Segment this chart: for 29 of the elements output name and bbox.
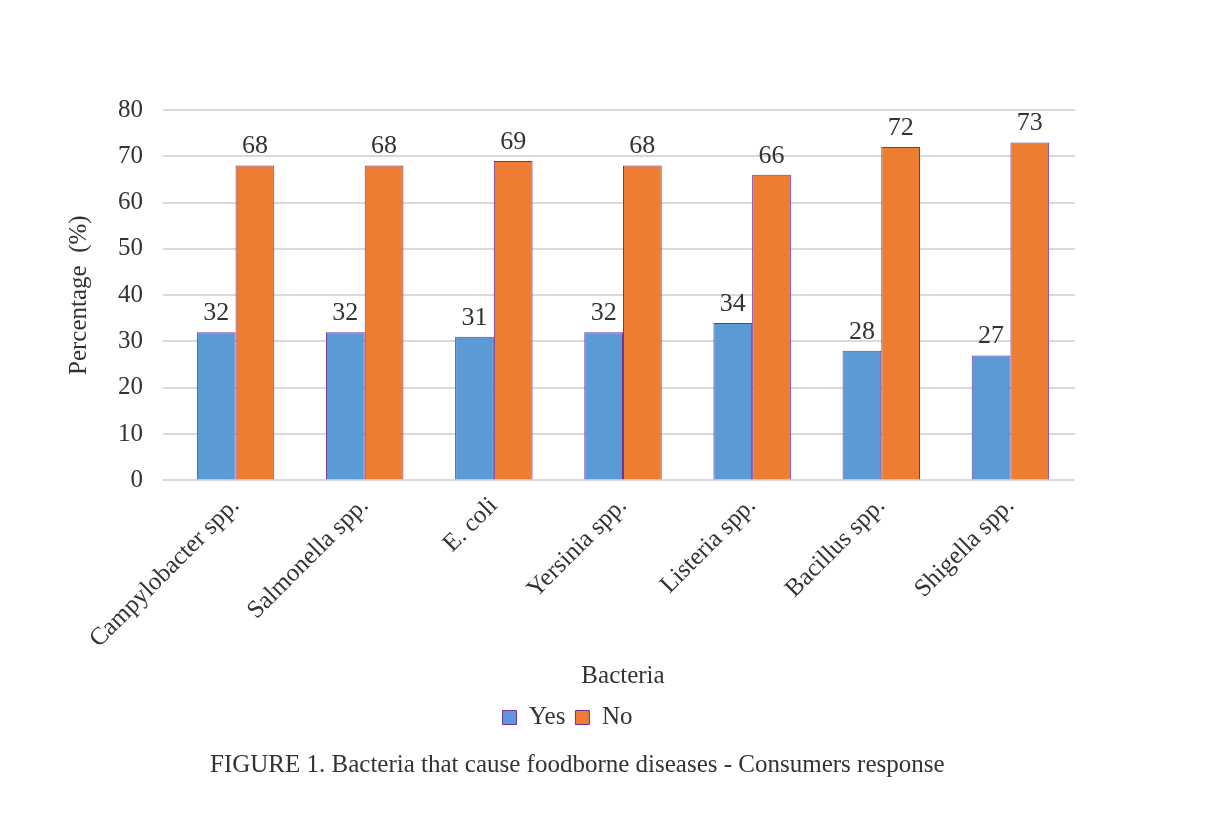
x-tick-label: E. coli: [436, 491, 503, 557]
data-label: 69: [500, 125, 527, 155]
data-label: 66: [758, 139, 785, 169]
data-label: 68: [241, 130, 268, 160]
y-axis-title: Percentage (%): [63, 215, 92, 376]
y-tick-label: 50: [118, 233, 143, 261]
data-label: 32: [332, 297, 359, 327]
y-tick-label: 80: [118, 94, 143, 122]
x-axis-title: Bacteria: [581, 660, 665, 688]
y-tick-label: 30: [118, 326, 143, 354]
data-label: 32: [203, 297, 230, 327]
data-label: 34: [719, 287, 746, 317]
caption: FIGURE 1. Bacteria that cause foodborne diseases - Consumers response: [210, 750, 946, 778]
data-label: 31: [461, 301, 488, 331]
legend-label: No: [601, 702, 633, 730]
data-label: 73: [1016, 107, 1043, 137]
y-tick-label: 20: [118, 372, 143, 400]
data-label: 68: [371, 130, 398, 160]
data-label: 27: [978, 320, 1005, 350]
data-label: 68: [629, 130, 656, 160]
data-label: 28: [848, 315, 875, 345]
legend-label: Yes: [529, 702, 566, 730]
y-tick-label: 60: [118, 187, 143, 215]
y-tick-label: 70: [118, 140, 143, 168]
y-tick-label: 40: [118, 279, 143, 307]
y-tick-label: 0: [130, 464, 143, 492]
y-tick-label: 10: [118, 418, 143, 446]
data-label: 32: [590, 297, 617, 327]
data-label: 72: [887, 111, 914, 141]
